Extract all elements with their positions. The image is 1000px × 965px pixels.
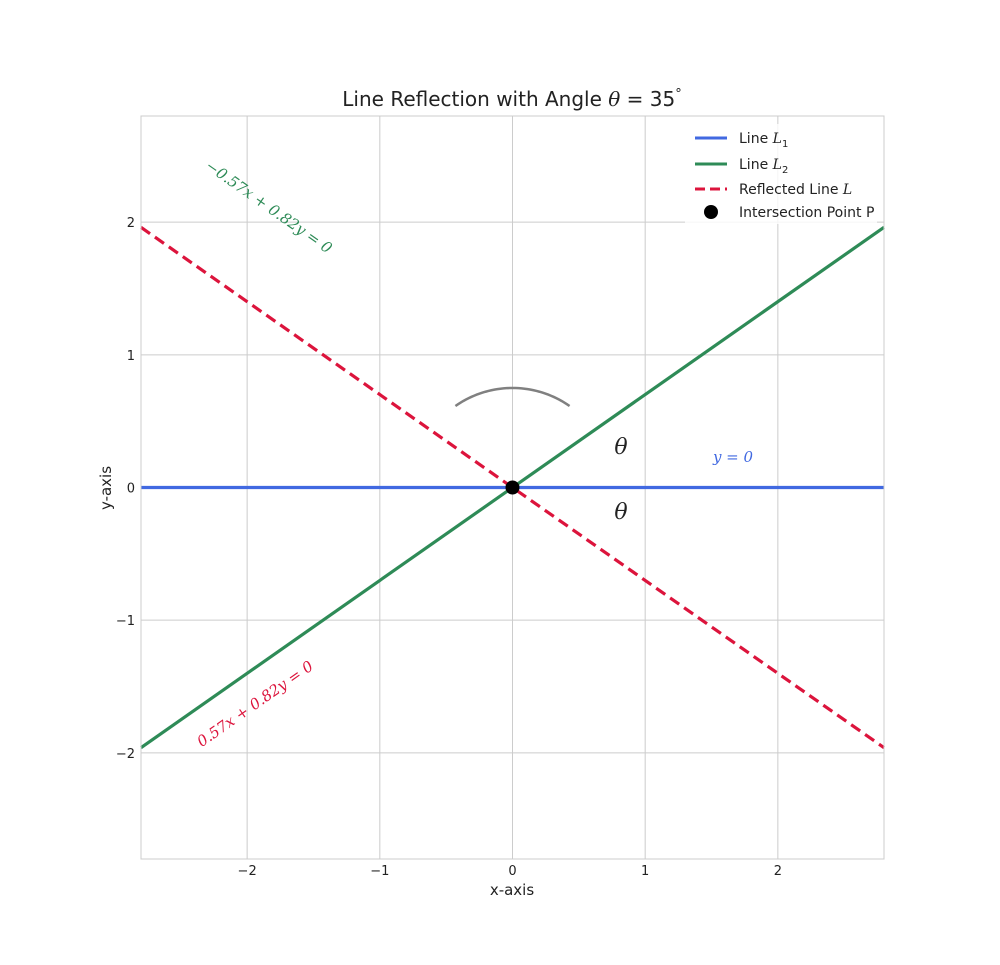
reflected-equation-label: 0.57x + 0.82y = 0 (194, 657, 317, 751)
legend-label-l1: Line L1 (739, 131, 788, 150)
legend-label-l1-main: Line (739, 131, 773, 147)
legend-label-l2-sym: L (772, 157, 782, 173)
legend-label-reflected: Reflected Line L (739, 182, 852, 198)
plot-frame (140, 115, 885, 860)
chart-title: Line Reflection with Angle θ = 35° (342, 87, 681, 111)
data-layer (140, 226, 885, 749)
x-axis-label: x-axis (490, 881, 535, 899)
legend-label-l2-main: Line (739, 157, 773, 173)
chart-title-deg: ° (675, 87, 682, 102)
legend-item-l1: Line L1 (695, 131, 788, 150)
x-tick-label: 1 (641, 864, 649, 879)
legend-item-l2: Line L2 (695, 157, 788, 176)
legend-label-reflected-sym: L (842, 182, 852, 198)
y-tick-label: −1 (116, 614, 135, 629)
intersection-point (505, 480, 520, 495)
x-tick-label: −1 (370, 864, 389, 879)
theta-lower-label: θ (614, 500, 627, 525)
legend-box (685, 124, 877, 224)
angle-arc (454, 386, 571, 408)
legend: Line L1 Line L2 Reflected Line L Interse… (685, 124, 877, 224)
y-tick-label: 1 (127, 349, 135, 364)
series-line-reflected (140, 226, 885, 749)
legend-item-intersection: Intersection Point P (704, 205, 874, 221)
legend-item-reflected: Reflected Line L (695, 182, 852, 198)
legend-marker-intersection (704, 205, 718, 219)
x-tick-label: −2 (238, 864, 257, 879)
chart-title-symbol: θ (608, 87, 620, 111)
y-tick-label: 2 (127, 216, 135, 231)
tick-labels: −2 −1 0 1 2 −2 −1 0 1 2 (116, 216, 782, 879)
y-tick-label: 0 (127, 482, 135, 497)
y-axis-label: y-axis (97, 466, 115, 510)
legend-label-l1-sym: L (772, 131, 782, 147)
x-tick-label: 0 (508, 864, 516, 879)
l1-equation-label: y = 0 (712, 448, 754, 466)
x-tick-label: 2 (774, 864, 782, 879)
legend-label-reflected-main: Reflected Line (739, 182, 843, 198)
chart-title-prefix: Line Reflection with Angle (342, 87, 608, 111)
legend-label-intersection: Intersection Point P (739, 205, 874, 221)
legend-label-l2: Line L2 (739, 157, 788, 176)
legend-label-l2-sub: 2 (782, 165, 788, 176)
theta-upper-label: θ (614, 435, 627, 460)
chart-title-eq: = 35 (620, 87, 675, 111)
y-tick-label: −2 (116, 747, 135, 762)
l2-equation-label: −0.57x + 0.82y = 0 (202, 156, 336, 257)
legend-label-l1-sub: 1 (782, 139, 788, 150)
